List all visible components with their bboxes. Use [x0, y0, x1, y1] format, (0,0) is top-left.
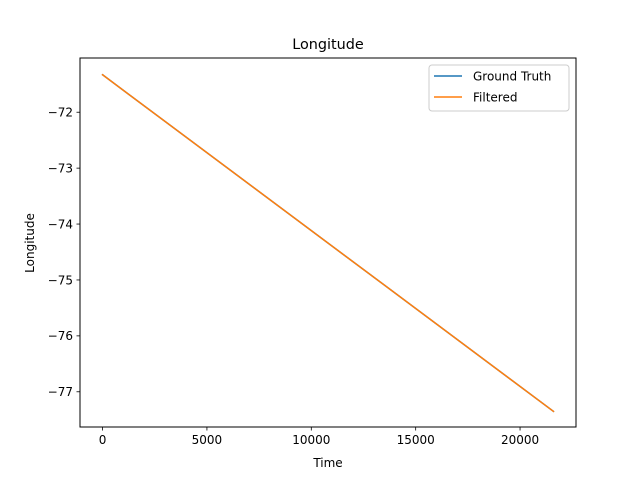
x-axis-ticks: 0 5000 10000 15000 20000	[99, 427, 539, 447]
y-tick-label: −74	[48, 217, 73, 231]
y-axis-label: Longitude	[23, 213, 37, 273]
y-tick-label: −73	[48, 161, 73, 175]
x-tick-label: 15000	[397, 433, 435, 447]
legend-label: Filtered	[473, 90, 517, 104]
x-tick-label: 5000	[192, 433, 223, 447]
legend-box	[428, 64, 570, 112]
x-tick-label: 0	[99, 433, 107, 447]
y-tick-label: −72	[48, 106, 73, 120]
chart-title: Longitude	[292, 37, 364, 53]
y-tick-label: −75	[48, 273, 73, 287]
series-lines	[101, 73, 555, 413]
y-axis-ticks: −72 −73 −74 −75 −76 −77	[48, 106, 80, 399]
x-tick-label: 20000	[501, 433, 539, 447]
axes-frame	[79, 57, 577, 428]
y-tick-label: −76	[48, 329, 73, 343]
x-axis-label: Time	[312, 456, 342, 470]
legend: Ground Truth Filtered	[428, 64, 570, 112]
y-tick-label: −77	[48, 385, 73, 399]
series-line-2	[101, 73, 555, 413]
x-tick-label: 10000	[292, 433, 330, 447]
legend-label: Ground Truth	[473, 69, 551, 83]
